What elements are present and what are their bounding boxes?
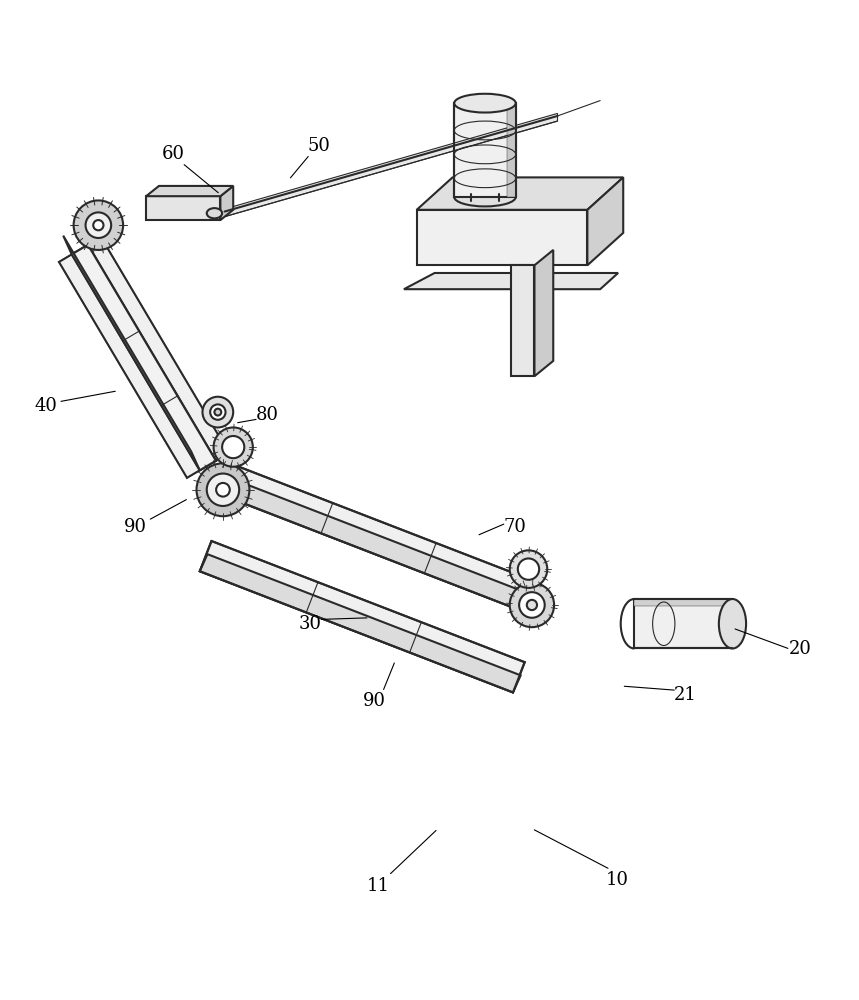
- Ellipse shape: [216, 483, 230, 497]
- Polygon shape: [417, 210, 588, 265]
- Ellipse shape: [197, 463, 249, 516]
- Polygon shape: [634, 599, 733, 648]
- Polygon shape: [146, 196, 221, 220]
- Ellipse shape: [215, 409, 222, 416]
- Polygon shape: [225, 113, 557, 217]
- Polygon shape: [588, 177, 624, 265]
- Text: 80: 80: [256, 406, 279, 424]
- Polygon shape: [215, 475, 535, 613]
- Ellipse shape: [509, 583, 554, 627]
- Text: 10: 10: [606, 871, 629, 889]
- Text: 90: 90: [124, 518, 147, 536]
- Ellipse shape: [527, 600, 537, 610]
- Polygon shape: [200, 554, 521, 692]
- Ellipse shape: [203, 397, 233, 427]
- Ellipse shape: [207, 208, 222, 218]
- Polygon shape: [454, 103, 515, 197]
- Ellipse shape: [222, 436, 244, 458]
- Ellipse shape: [518, 558, 539, 580]
- Ellipse shape: [210, 404, 226, 420]
- Ellipse shape: [454, 94, 515, 113]
- Polygon shape: [534, 250, 553, 376]
- Text: 40: 40: [34, 397, 57, 415]
- Polygon shape: [221, 186, 233, 220]
- Polygon shape: [72, 245, 216, 470]
- Ellipse shape: [207, 474, 239, 506]
- Text: 30: 30: [299, 615, 321, 633]
- Text: 50: 50: [308, 137, 330, 155]
- Polygon shape: [64, 236, 200, 470]
- Polygon shape: [200, 541, 525, 692]
- Polygon shape: [215, 462, 539, 613]
- Polygon shape: [510, 265, 534, 376]
- Polygon shape: [634, 599, 733, 606]
- Ellipse shape: [94, 220, 103, 230]
- Polygon shape: [59, 252, 203, 478]
- Ellipse shape: [719, 599, 746, 648]
- Polygon shape: [72, 245, 216, 470]
- Polygon shape: [85, 237, 229, 463]
- Ellipse shape: [74, 200, 123, 250]
- Ellipse shape: [86, 212, 111, 238]
- Text: 11: 11: [367, 877, 390, 895]
- Polygon shape: [417, 177, 624, 210]
- Ellipse shape: [519, 592, 545, 618]
- Text: 70: 70: [503, 518, 527, 536]
- Polygon shape: [507, 103, 515, 197]
- Polygon shape: [146, 186, 233, 196]
- Text: 20: 20: [789, 640, 813, 658]
- Text: 21: 21: [674, 686, 697, 704]
- Ellipse shape: [509, 550, 547, 588]
- Polygon shape: [404, 273, 618, 289]
- Text: 60: 60: [162, 145, 185, 163]
- Text: 90: 90: [362, 692, 386, 710]
- Ellipse shape: [214, 427, 253, 467]
